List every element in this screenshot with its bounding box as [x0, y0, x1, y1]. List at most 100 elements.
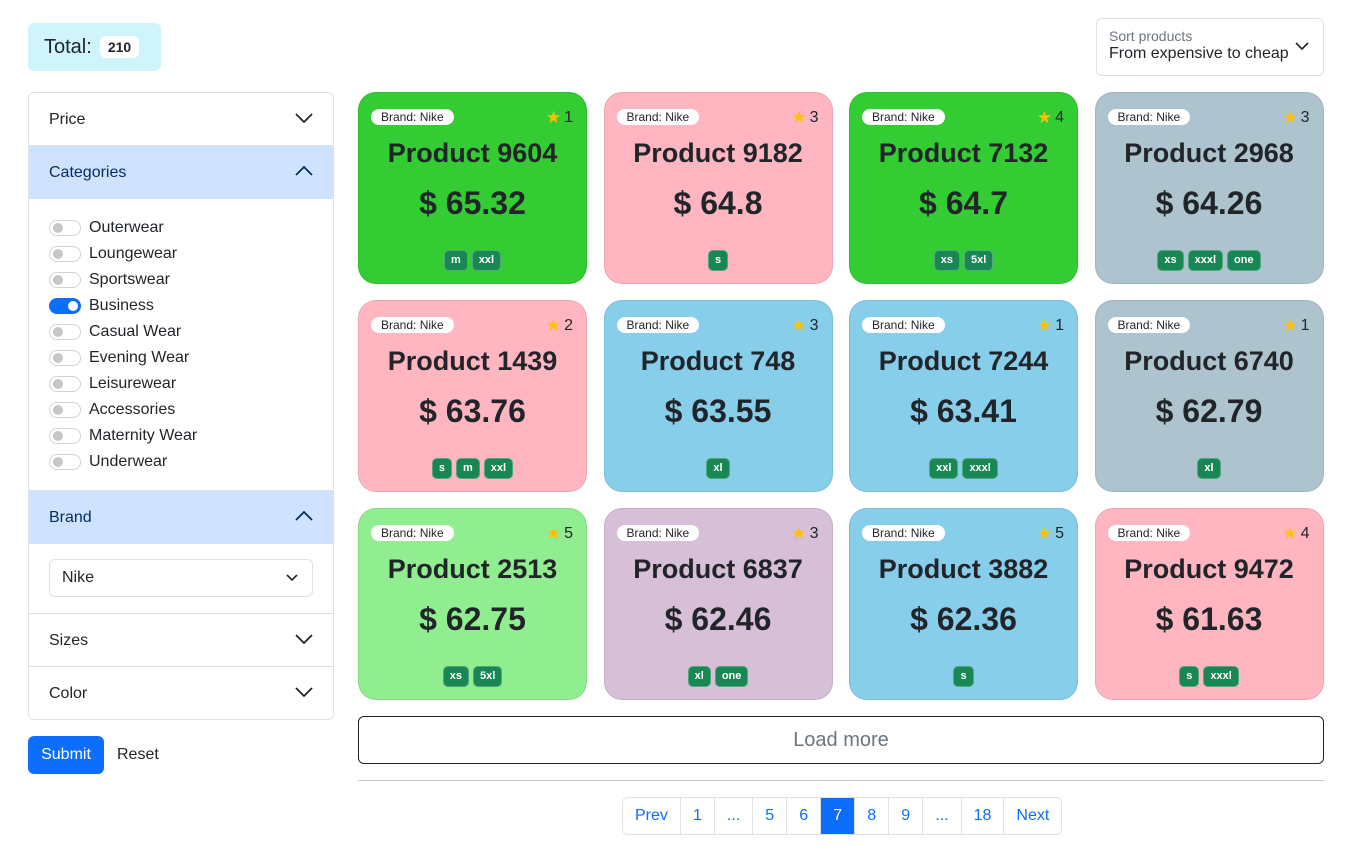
accordion-sizes-label: Sizes	[49, 631, 89, 649]
product-card[interactable]: Brand: Nike ★ 5 Product 2513 $ 62.75 xs 5xl	[358, 508, 587, 700]
category-toggle[interactable]	[49, 298, 81, 314]
category-item[interactable]: Business	[49, 293, 197, 319]
size-tag: s	[953, 666, 974, 687]
brand-pill: Brand: Nike	[371, 317, 454, 333]
reset-button[interactable]: Reset	[110, 736, 166, 774]
size-tag: s	[1179, 666, 1200, 687]
size-list: s xxxl	[1096, 666, 1323, 687]
brand-pill: Brand: Nike	[1107, 109, 1191, 125]
rating-value: 1	[564, 109, 573, 126]
size-list: s	[850, 666, 1077, 687]
category-item[interactable]: Outerwear	[49, 215, 197, 241]
brand-pill: Brand: Nike	[371, 109, 454, 125]
product-card[interactable]: Brand: Nike ★ 4 Product 9472 $ 61.63 s xxxl	[1094, 508, 1324, 700]
product-card[interactable]: Brand: Nike ★ 4 Product 7132 $ 64.7 xs 5xl	[849, 92, 1078, 284]
category-toggle[interactable]	[49, 454, 81, 470]
sort-select[interactable]: Sort products From expensive to cheap	[1096, 18, 1324, 76]
total-count: 210	[99, 36, 140, 58]
category-toggle[interactable]	[49, 220, 81, 236]
divider	[29, 490, 333, 491]
product-card[interactable]: Brand: Nike ★ 3 Product 748 $ 63.55 xl	[603, 300, 833, 492]
next-page-button[interactable]: Next	[1003, 798, 1062, 834]
divider	[29, 145, 333, 146]
size-tag: xl	[687, 666, 711, 687]
page-link-5[interactable]: 5	[752, 798, 787, 834]
page-link-7[interactable]: 7	[820, 798, 855, 834]
product-name: Product 9472	[1124, 554, 1294, 584]
size-tag: m	[456, 458, 480, 479]
size-list: xl	[1096, 458, 1323, 479]
product-card[interactable]: Brand: Nike ★ 1 Product 6740 $ 62.79 xl	[1094, 300, 1324, 492]
size-tag: xl	[1197, 458, 1221, 479]
divider	[29, 613, 333, 614]
rating: ★ 4	[1282, 524, 1309, 544]
brand-pill: Brand: Nike	[371, 525, 454, 541]
accordion-price-header[interactable]: Price	[29, 93, 333, 146]
size-tag: xxxl	[962, 458, 998, 479]
product-card[interactable]: Brand: Nike ★ 3 Product 6837 $ 62.46 xl one	[603, 508, 833, 700]
prev-page-button[interactable]: Prev	[623, 798, 680, 834]
accordion-brand-header[interactable]: Brand	[29, 491, 333, 544]
accordion-color-header[interactable]: Color	[29, 667, 333, 719]
pagination: Prev 1... 5 6 7 8 9... 18 Next	[622, 797, 1063, 835]
size-tag: xxl	[471, 250, 502, 271]
product-price: $ 64.7	[919, 185, 1008, 221]
rating: ★ 3	[791, 316, 818, 336]
rating: ★ 3	[1282, 108, 1309, 128]
load-more-button[interactable]: Load more	[358, 716, 1324, 764]
category-item[interactable]: Underwear	[49, 449, 197, 475]
category-item[interactable]: Evening Wear	[49, 345, 197, 371]
category-label: Business	[89, 297, 154, 314]
size-tag: xxl	[483, 458, 514, 479]
product-price: $ 62.46	[664, 601, 772, 637]
category-toggle[interactable]	[49, 324, 81, 340]
page-link-6[interactable]: 6	[786, 798, 821, 834]
size-tag: xl	[706, 458, 730, 479]
chevron-up-icon	[295, 510, 313, 521]
category-item[interactable]: Sportswear	[49, 267, 197, 293]
product-card[interactable]: Brand: Nike ★ 5 Product 3882 $ 62.36 s	[849, 508, 1078, 700]
rating-value: 3	[809, 525, 819, 542]
page-link-9[interactable]: 9	[888, 798, 923, 834]
page-link-1[interactable]: 1	[679, 798, 714, 834]
product-price: $ 62.79	[1155, 393, 1263, 429]
product-price: $ 63.55	[664, 393, 772, 429]
category-item[interactable]: Loungewear	[49, 241, 197, 267]
product-name: Product 7132	[878, 138, 1049, 168]
product-card[interactable]: Brand: Nike ★ 1 Product 9604 $ 65.32 m xxl	[358, 92, 587, 284]
brand-select[interactable]: Nike	[49, 559, 313, 597]
rating-value: 3	[809, 109, 819, 126]
product-price: $ 65.32	[419, 185, 526, 221]
category-toggle[interactable]	[49, 376, 81, 392]
accordion-sizes-header[interactable]: Sizes	[29, 614, 333, 667]
chevron-down-icon	[295, 113, 313, 124]
product-card[interactable]: Brand: Nike ★ 1 Product 7244 $ 63.41 xxl xxxl	[849, 300, 1078, 492]
rating: ★ 4	[1037, 108, 1064, 128]
sort-value: From expensive to cheap	[1109, 45, 1289, 62]
total-label: Total:	[44, 35, 92, 58]
category-label: Underwear	[89, 453, 168, 470]
category-toggle[interactable]	[49, 350, 81, 366]
product-card[interactable]: Brand: Nike ★ 3 Product 9182 $ 64.8 s	[603, 92, 833, 284]
category-toggle[interactable]	[49, 428, 81, 444]
category-item[interactable]: Leisurewear	[49, 371, 197, 397]
product-price: $ 61.63	[1155, 601, 1263, 637]
size-tag: s	[431, 458, 453, 479]
submit-button[interactable]: Submit	[28, 736, 104, 774]
product-price: $ 64.8	[673, 185, 763, 221]
page-link-18[interactable]: 18	[960, 798, 1004, 834]
category-toggle[interactable]	[49, 402, 81, 418]
product-card[interactable]: Brand: Nike ★ 2 Product 1439 $ 63.76 s m xxl	[358, 300, 587, 492]
category-item[interactable]: Maternity Wear	[49, 423, 197, 449]
category-toggle[interactable]	[49, 246, 81, 262]
category-item[interactable]: Casual Wear	[49, 319, 197, 345]
category-item[interactable]: Accessories	[49, 397, 197, 423]
page-link-8[interactable]: 8	[854, 798, 889, 834]
size-list: xl one	[605, 666, 832, 687]
product-name: Product 6837	[633, 554, 803, 584]
accordion-categories-header[interactable]: Categories	[29, 146, 333, 199]
category-toggle[interactable]	[49, 272, 81, 288]
chevron-down-icon	[295, 687, 313, 698]
accordion-color-label: Color	[49, 684, 88, 702]
product-card[interactable]: Brand: Nike ★ 3 Product 2968 $ 64.26 xs xxxl on…	[1094, 92, 1324, 284]
